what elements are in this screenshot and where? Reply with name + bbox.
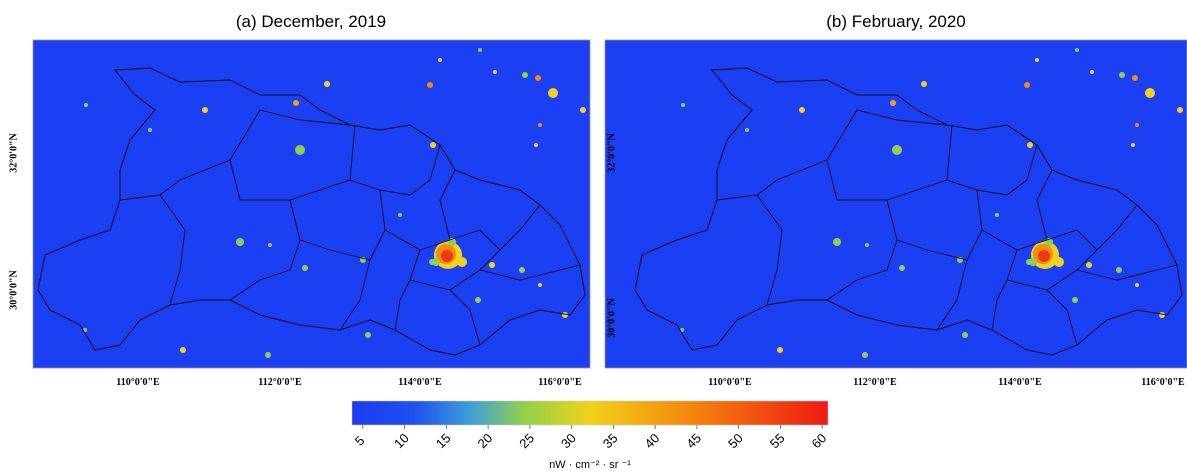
- light-spot: [324, 81, 330, 87]
- light-spot: [580, 107, 586, 113]
- light-spot: [489, 262, 495, 268]
- colorbar-tick-label: 10: [391, 430, 412, 451]
- light-spot: [1131, 143, 1135, 147]
- colorbar-tick-label: 5: [352, 433, 368, 449]
- longitude-label: 110°0'0"E: [116, 377, 160, 388]
- latitude-label: 30°0'0"N: [8, 269, 19, 309]
- light-spot: [1075, 48, 1079, 52]
- latitude-label: 30°0'0"N: [606, 297, 617, 337]
- light-spot: [1177, 107, 1183, 113]
- longitude-label: 116°0'0"E: [1141, 377, 1185, 388]
- longitude-label: 114°0'0"E: [998, 377, 1042, 388]
- light-spot: [799, 107, 805, 113]
- light-spot: [293, 100, 299, 106]
- light-spot: [493, 70, 497, 74]
- colorbar-tick-label: 50: [725, 430, 746, 451]
- light-spot: [295, 145, 305, 155]
- light-spot: [180, 347, 186, 353]
- light-spot: [398, 213, 402, 217]
- light-spot: [921, 81, 927, 87]
- light-spot: [1132, 75, 1138, 81]
- light-spot: [1027, 142, 1033, 148]
- light-spot: [522, 72, 528, 78]
- figure: (a) December, 2019 (b) February, 2020 nW…: [0, 0, 1187, 475]
- light-spot: [302, 265, 308, 271]
- light-spot: [1135, 283, 1139, 287]
- light-spot: [1054, 257, 1064, 267]
- light-spot: [681, 103, 685, 107]
- colorbar-tick-label: 55: [767, 430, 788, 451]
- panel-title: (a) December, 2019: [236, 12, 386, 31]
- light-spot: [535, 75, 541, 81]
- light-spot: [890, 100, 896, 106]
- light-spot: [745, 128, 749, 132]
- light-spot: [962, 332, 968, 338]
- colorbar: [352, 401, 828, 425]
- longitude-label: 110°0'0"E: [708, 377, 752, 388]
- colorbar-tick-label: 25: [516, 430, 537, 451]
- colorbar-tick-label: 35: [600, 430, 621, 451]
- longitude-label: 112°0'0"E: [258, 377, 302, 388]
- colorbar-tick-label: 15: [433, 430, 454, 451]
- light-spot: [833, 238, 841, 246]
- light-spot: [365, 332, 371, 338]
- light-spot: [1119, 72, 1125, 78]
- map-background: [605, 40, 1187, 368]
- colorbar-tick-label: 45: [683, 430, 704, 451]
- light-spot: [236, 238, 244, 246]
- light-spot: [892, 145, 902, 155]
- panel-title: (b) February, 2020: [826, 12, 966, 31]
- light-spot: [777, 347, 783, 353]
- light-spot: [438, 58, 442, 62]
- latitude-label: 32°0'0"N: [606, 132, 617, 172]
- light-spot: [1038, 250, 1050, 262]
- light-spot: [538, 283, 542, 287]
- colorbar-tick-label: 40: [642, 430, 663, 451]
- longitude-label: 112°0'0"E: [853, 377, 897, 388]
- longitude-label: 114°0'0"E: [398, 377, 442, 388]
- light-spot: [1024, 82, 1030, 88]
- light-spot: [478, 48, 482, 52]
- light-spot: [441, 250, 453, 262]
- light-spot: [430, 142, 436, 148]
- light-spot: [519, 267, 525, 273]
- light-spot: [862, 352, 868, 358]
- light-spot: [865, 243, 869, 247]
- light-spot: [548, 88, 558, 98]
- colorbar-tick-label: 60: [809, 430, 830, 451]
- colorbar-tick-label: 30: [558, 430, 579, 451]
- light-spot: [1135, 123, 1139, 127]
- light-spot: [1072, 297, 1078, 303]
- colorbar-unit: nW · cm⁻² · sr ⁻¹: [549, 459, 631, 471]
- light-spot: [202, 107, 208, 113]
- light-spot: [538, 123, 542, 127]
- light-spot: [1090, 70, 1094, 74]
- map-background: [33, 40, 590, 368]
- light-spot: [1035, 58, 1039, 62]
- light-spot: [995, 213, 999, 217]
- longitude-label: 116°0'0"E: [538, 377, 582, 388]
- light-spot: [268, 243, 272, 247]
- light-spot: [427, 82, 433, 88]
- light-spot: [1116, 267, 1122, 273]
- light-spot: [457, 257, 467, 267]
- light-spot: [899, 265, 905, 271]
- light-spot: [148, 128, 152, 132]
- page: (a) December, 2019 (b) February, 2020 nW…: [0, 0, 1187, 475]
- colorbar-tick-label: 20: [475, 430, 496, 451]
- latitude-label: 32°0'0"N: [8, 132, 19, 172]
- light-spot: [265, 352, 271, 358]
- light-spot: [432, 258, 440, 266]
- light-spot: [534, 143, 538, 147]
- light-spot: [475, 297, 481, 303]
- light-spot: [1145, 88, 1155, 98]
- light-spot: [84, 103, 88, 107]
- light-spot: [1029, 258, 1037, 266]
- light-spot: [1086, 262, 1092, 268]
